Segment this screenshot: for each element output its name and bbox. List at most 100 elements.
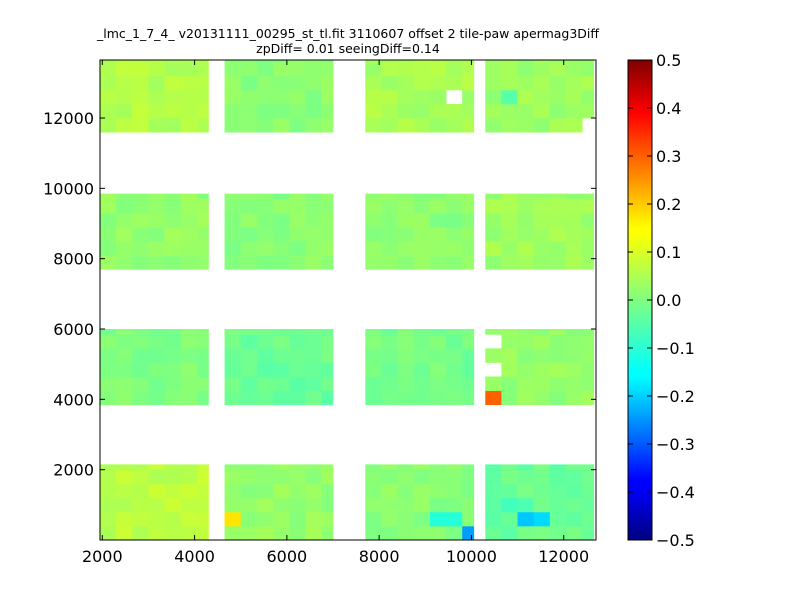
heatmap-cell: [256, 511, 274, 527]
heatmap-cell: [305, 497, 322, 513]
heatmap-cell: [413, 255, 431, 270]
heatmap-cell: [164, 376, 182, 391]
heatmap-cell: [256, 227, 274, 242]
heatmap-cell: [462, 329, 475, 335]
heatmap-cell: [196, 212, 209, 228]
heatmap-cell: [240, 193, 258, 200]
heatmap-cell: [549, 497, 567, 513]
heatmap-cell: [196, 193, 209, 200]
heatmap-cell: [582, 212, 595, 228]
heatmap-cell: [100, 390, 117, 406]
heatmap-cell: [582, 61, 595, 77]
heatmap-cell: [305, 483, 322, 499]
heatmap-cell: [381, 60, 398, 63]
colorbar-tick-label: −0.2: [656, 387, 695, 406]
heatmap-cell: [429, 241, 447, 256]
heatmap-cell: [305, 348, 322, 363]
heatmap-cell: [100, 103, 117, 119]
heatmap-cell: [132, 362, 149, 377]
heatmap-cell: [429, 255, 447, 270]
heatmap-cell: [446, 241, 463, 256]
heatmap-cell: [116, 525, 133, 541]
heatmap-cell: [517, 103, 535, 119]
heatmap-cell: [413, 348, 431, 363]
heatmap-cell: [365, 198, 382, 214]
x-axis: 2000 4000 6000 8000 10000 12000: [82, 60, 589, 566]
heatmap-cell: [148, 497, 165, 513]
heatmap-cell: [549, 103, 567, 119]
heatmap-cell: [116, 227, 133, 242]
heatmap-cell: [132, 390, 149, 406]
heatmap-cell: [132, 469, 149, 485]
heatmap-cell: [446, 60, 463, 63]
heatmap-cell: [164, 464, 182, 471]
heatmap-cell: [413, 89, 431, 105]
heatmap-cell: [256, 75, 274, 91]
heatmap-cell: [582, 525, 595, 541]
heatmap-cell: [180, 193, 198, 200]
heatmap-cell: [397, 334, 415, 349]
heatmap-cell: [517, 525, 535, 541]
y-tick-label: 12000: [43, 109, 94, 128]
heatmap-cell: [485, 497, 502, 513]
y-tick-label: 8000: [53, 250, 94, 269]
heatmap-cell: [446, 75, 463, 91]
heatmap-cell: [517, 348, 535, 363]
heatmap-cell: [485, 241, 502, 256]
heatmap-cell: [566, 464, 583, 471]
heatmap-cell: [429, 525, 447, 541]
heatmap-cell: [517, 511, 535, 527]
heatmap-cell: [566, 348, 583, 363]
heatmap-cell: [132, 198, 149, 214]
heatmap-cell: [321, 61, 334, 77]
heatmap-cell: [100, 212, 117, 228]
heatmap-cell: [485, 227, 502, 242]
heatmap-cell: [397, 89, 415, 105]
heatmap-cell: [533, 61, 551, 77]
heatmap-cell: [196, 525, 209, 541]
heatmap-cell: [566, 469, 583, 485]
x-tick-label: 12000: [538, 547, 589, 566]
heatmap-cell: [256, 464, 274, 471]
heatmap-cell: [100, 241, 117, 256]
heatmap-cell: [533, 329, 551, 335]
heatmap-cell: [381, 118, 398, 133]
heatmap-cell: [429, 390, 447, 406]
heatmap-cell: [365, 89, 382, 105]
heatmap-cell: [365, 227, 382, 242]
heatmap-cell: [164, 511, 182, 527]
heatmap-cell: [289, 89, 306, 105]
heatmap-cell: [413, 469, 431, 485]
heatmap-cell: [462, 348, 475, 363]
heatmap-cell: [321, 227, 334, 242]
x-tick-label: 6000: [267, 547, 308, 566]
heatmap-cell: [462, 89, 475, 105]
heatmap-cell: [462, 193, 475, 200]
heatmap-cell: [305, 198, 322, 214]
heatmap-cell: [381, 464, 398, 471]
heatmap-cell: [116, 89, 133, 105]
heatmap-cell: [582, 376, 595, 391]
heatmap-cell: [533, 60, 551, 63]
heatmap-cell: [462, 60, 475, 63]
heatmap-cell: [240, 227, 258, 242]
heatmap-cell: [100, 61, 117, 77]
heatmap-cell: [566, 212, 583, 228]
heatmap-cell: [240, 525, 258, 541]
heatmap-cell: [462, 241, 475, 256]
heatmap-cell: [224, 212, 242, 228]
heatmap-cell: [196, 103, 209, 119]
heatmap-cell: [446, 469, 463, 485]
heatmap-cell: [180, 469, 198, 485]
heatmap-cell: [224, 483, 242, 499]
heatmap-cell: [116, 103, 133, 119]
heatmap-cell: [462, 483, 475, 499]
heatmap-cell: [116, 193, 133, 200]
heatmap-cell: [446, 118, 463, 133]
heatmap-cell: [397, 464, 415, 471]
heatmap-cell: [462, 103, 475, 119]
heatmap-cell: [517, 118, 535, 133]
heatmap-cell: [224, 198, 242, 214]
heatmap-cell: [533, 212, 551, 228]
heatmap-cell: [413, 212, 431, 228]
